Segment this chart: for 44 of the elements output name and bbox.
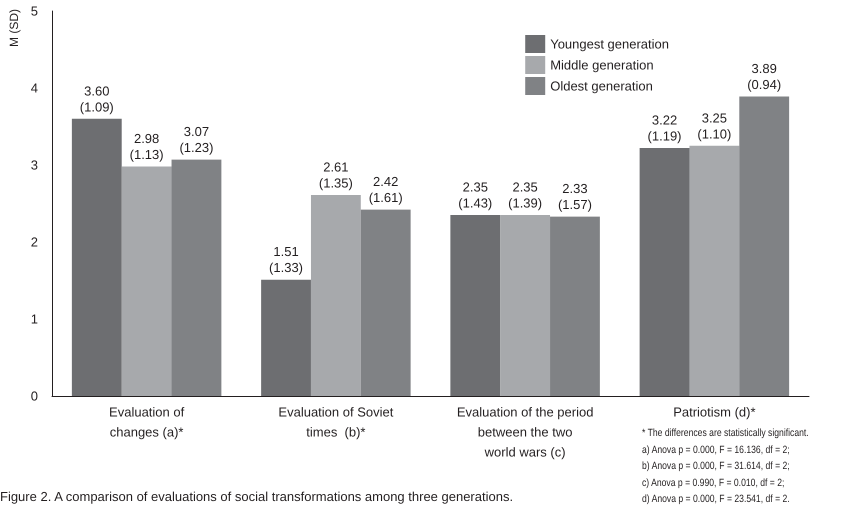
data-label: 2.35 (1.43) — [458, 180, 492, 211]
y-tick-label: 0 — [30, 388, 38, 404]
data-label: 2.33 (1.57) — [558, 181, 592, 212]
text: d) Anova p = 0.000, F = 23.541, df = 2. — [642, 493, 790, 505]
legend-label: Oldest generation — [550, 78, 653, 94]
bar — [310, 195, 361, 396]
y-tick-label: 2 — [30, 234, 38, 250]
bar — [122, 166, 172, 396]
bar — [640, 148, 690, 396]
data-label: 3.22 (1.19) — [648, 112, 682, 144]
y-tick-label: 3 — [30, 158, 38, 172]
data-label: 3.60 (1.09) — [80, 83, 114, 114]
bar — [739, 96, 790, 396]
data-label: 3.07 (1.23) — [179, 124, 214, 156]
text: a) Anova p = 0.000, F = 16.136, df = 2; — [642, 444, 790, 456]
x-tick-label: Evaluation of changes (a)* — [109, 404, 185, 440]
y-tick-label: 5 — [30, 4, 38, 18]
y-tick-label: 4 — [30, 80, 38, 96]
data-label: 2.98 (1.13) — [130, 131, 164, 162]
text: * The differences are statistically significant. — [642, 427, 809, 439]
data-label: 1.51 (1.33) — [269, 244, 304, 276]
bar — [450, 215, 500, 396]
legend-label: Youngest generation — [550, 36, 670, 52]
data-label: 3.25 (1.10) — [697, 110, 732, 142]
x-tick-label: Evaluation of the period between the two world wars (c) — [456, 404, 594, 460]
data-label: 2.35 (1.39) — [508, 180, 542, 211]
x-tick-label: Patriotism (d)* — [673, 404, 756, 420]
text: b) Anova p = 0.000, F = 31.614, df = 2; — [642, 460, 790, 472]
legend-label: Middle generation — [550, 58, 654, 72]
bar — [172, 160, 222, 396]
y-axis-title: M (SD) — [7, 9, 21, 47]
data-label: 2.61 (1.35) — [318, 160, 353, 191]
text: c) Anova p = 0.990, F = 0.010, df = 2; — [642, 476, 784, 488]
text: Figure 2. A comparison of evaluations of social transformations among three generations. — [0, 489, 514, 504]
bar — [689, 146, 740, 396]
bar — [550, 216, 600, 396]
bar — [360, 210, 411, 396]
bar — [500, 215, 550, 396]
data-label: 2.42 (1.61) — [368, 174, 403, 206]
x-tick-label: Evaluation of Soviet times (b)* — [278, 404, 394, 440]
bar — [72, 118, 122, 396]
bar — [261, 280, 311, 396]
y-tick-label: 1 — [30, 312, 38, 326]
data-label: 3.89 (0.94) — [747, 60, 782, 92]
